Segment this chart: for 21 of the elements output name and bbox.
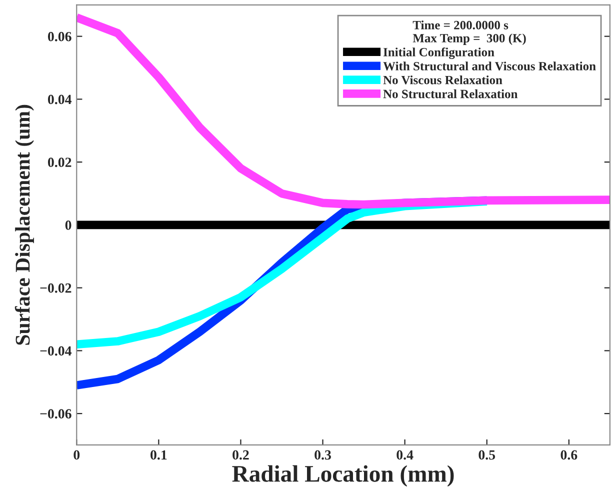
y-tick-label: −0.06	[40, 409, 72, 419]
legend-title: Time = 200.0000 s Max Temp = 300 (K)	[412, 20, 526, 45]
x-axis-title: Radial Location (mm)	[232, 465, 454, 487]
y-tick-label: 0.02	[48, 158, 72, 168]
y-tick-label: 0.04	[48, 94, 72, 104]
y-axis-title: Surface Displacement (um)	[14, 104, 34, 345]
x-tick-label: 0.5	[478, 450, 496, 460]
x-tick-label: 0	[74, 450, 80, 460]
y-tick-label: −0.02	[40, 283, 72, 293]
x-tick-label: 0.3	[314, 450, 331, 460]
x-tick-label: 0.6	[560, 450, 578, 460]
legend-label: With Structural and Viscous Relaxation	[383, 62, 596, 70]
y-tick-label: 0.06	[48, 32, 72, 42]
legend-label: No Structural Relaxation	[383, 89, 518, 98]
y-tick-label: −0.04	[40, 346, 72, 356]
x-tick-label: 0.4	[396, 450, 414, 460]
y-tick-label: 0	[65, 220, 72, 230]
legend-label: No Viscous Relaxation	[383, 75, 502, 84]
x-tick-label: 0.1	[150, 450, 167, 460]
legend-label: Initial Configuration	[383, 47, 494, 60]
x-tick-label: 0.2	[232, 450, 249, 460]
